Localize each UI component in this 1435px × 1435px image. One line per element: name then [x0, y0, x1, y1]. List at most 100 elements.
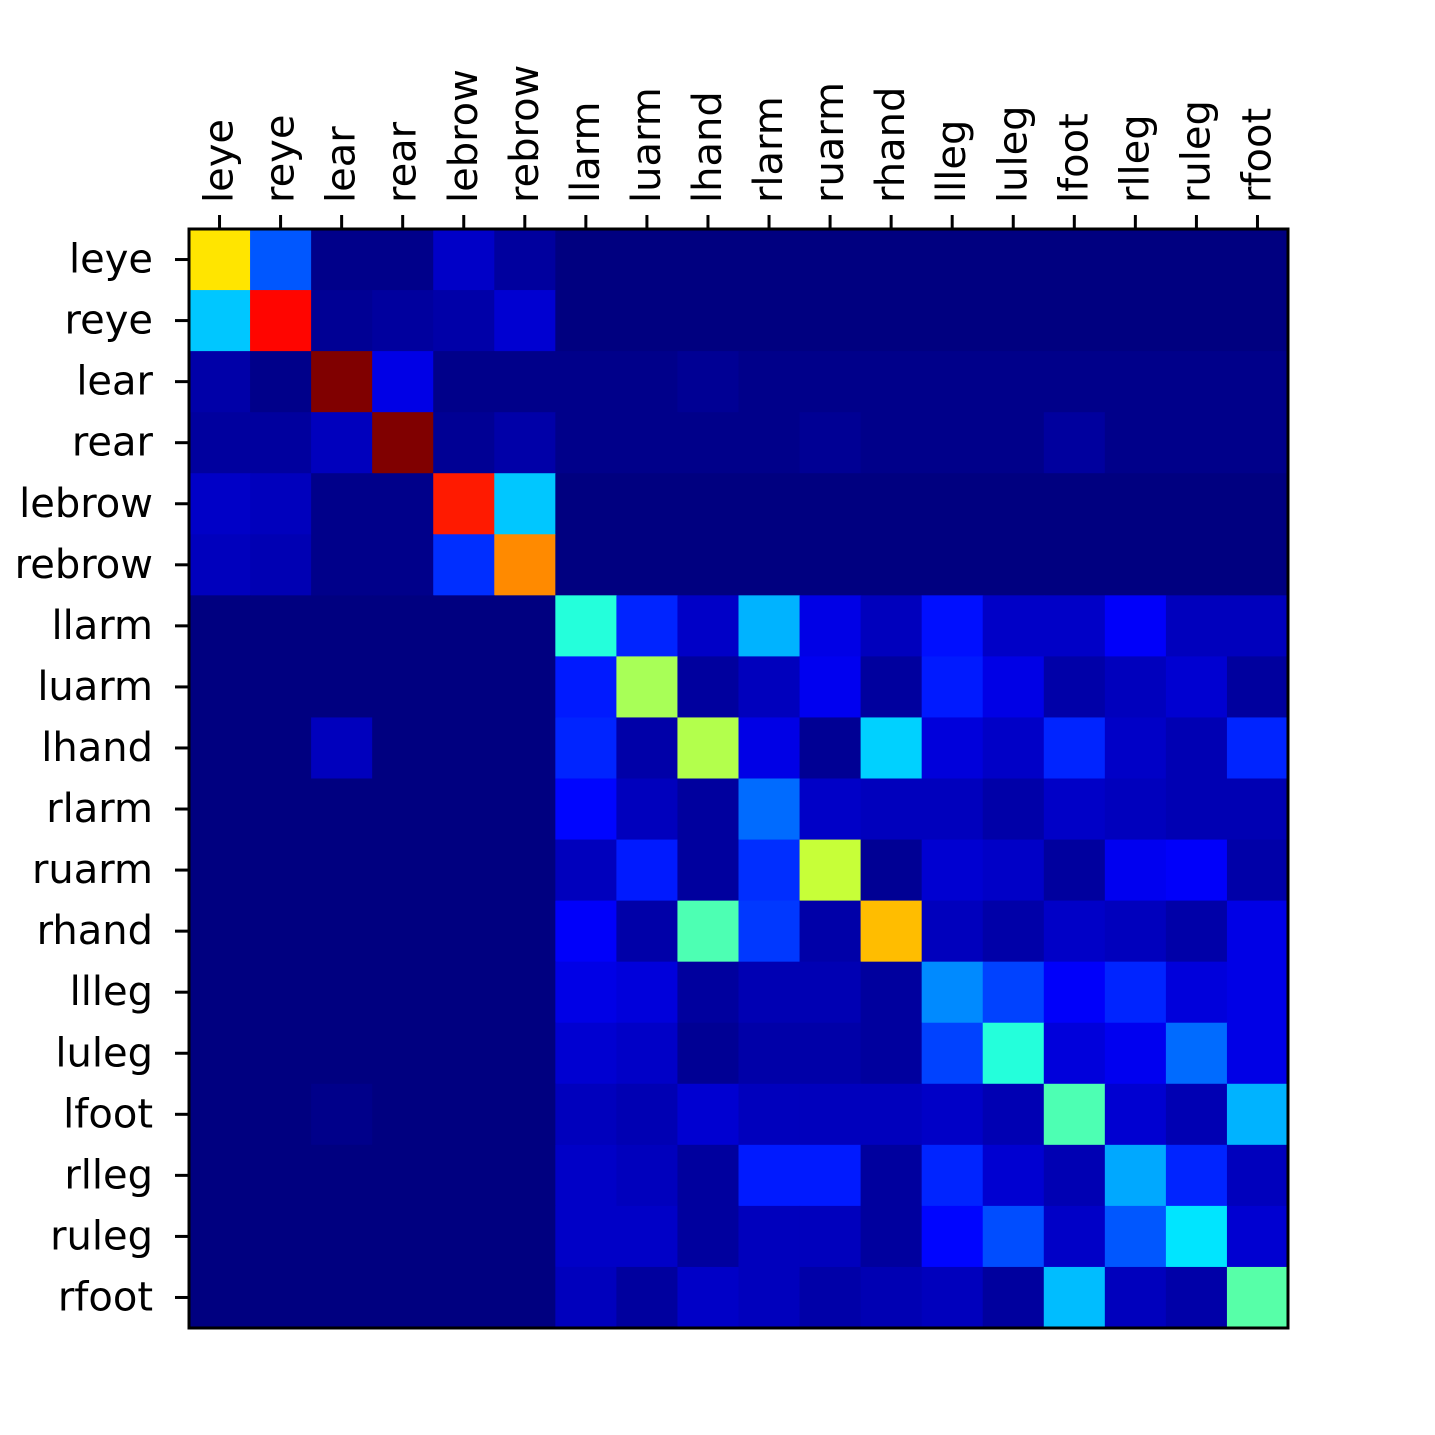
heatmap-cell	[494, 900, 556, 963]
heatmap-cell	[433, 534, 495, 596]
heatmap-cell	[1165, 351, 1228, 413]
heatmap-cell	[311, 1205, 373, 1268]
heatmap-cell	[250, 900, 312, 963]
heatmap-cell	[677, 961, 740, 1024]
heatmap-cell	[1104, 717, 1167, 780]
heatmap-cell	[1165, 717, 1228, 780]
heatmap-cell	[555, 534, 617, 596]
heatmap-cell	[1104, 1022, 1167, 1085]
heatmap-cell	[921, 961, 984, 1024]
heatmap-cell	[555, 778, 617, 841]
heatmap-cell	[860, 1144, 923, 1207]
heatmap-cell	[189, 900, 251, 963]
heatmap-cell	[1104, 1205, 1167, 1268]
heatmap-cell	[555, 961, 617, 1024]
heatmap-cell	[738, 1266, 801, 1329]
heatmap-cell	[860, 290, 923, 352]
heatmap-cell	[738, 1205, 801, 1268]
x-tick-label: ruleg	[1173, 100, 1219, 203]
x-tick-label: lebrow	[441, 69, 487, 203]
heatmap-cell	[311, 778, 373, 841]
heatmap-cell	[433, 229, 495, 291]
heatmap-cell	[616, 1144, 679, 1207]
y-tick-label: ruleg	[50, 1213, 153, 1259]
heatmap-cell	[494, 412, 556, 474]
heatmap-cell	[494, 717, 556, 780]
heatmap-cell	[921, 839, 984, 902]
heatmap-cell	[921, 473, 984, 535]
heatmap-cell	[860, 412, 923, 474]
heatmap-cell	[616, 1022, 679, 1085]
y-tick-label: llleg	[70, 969, 153, 1015]
y-tick-label: leye	[69, 237, 153, 283]
heatmap-cell	[189, 778, 251, 841]
y-tick-label: lebrow	[19, 481, 153, 527]
heatmap-cell	[1043, 778, 1106, 841]
heatmap-cell	[982, 290, 1045, 352]
heatmap-cell	[189, 1083, 251, 1146]
heatmap-cell	[1165, 961, 1228, 1024]
heatmap-cell	[433, 473, 495, 535]
heatmap-cell	[616, 961, 679, 1024]
heatmap-cell	[250, 839, 312, 902]
x-tick-label: lhand	[685, 91, 731, 203]
heatmap-cell	[1165, 290, 1228, 352]
heatmap-cell	[738, 961, 801, 1024]
heatmap-cell	[1226, 351, 1289, 413]
heatmap-cell	[494, 839, 556, 902]
heatmap-cell	[1043, 1205, 1106, 1268]
heatmap-cell	[433, 656, 495, 719]
heatmap-cell	[677, 1205, 740, 1268]
heatmap-cell	[1165, 1022, 1228, 1085]
heatmap-cell	[921, 351, 984, 413]
heatmap-cell	[372, 290, 434, 352]
heatmap-cell	[311, 351, 373, 413]
axis-ticks	[175, 215, 1259, 1299]
heatmap-cell	[1104, 1144, 1167, 1207]
heatmap-cell	[677, 473, 740, 535]
heatmap-cell	[738, 900, 801, 963]
heatmap-cell	[616, 900, 679, 963]
heatmap-cell	[494, 534, 556, 596]
heatmap-cell	[555, 595, 617, 657]
heatmap-cell	[799, 1266, 862, 1329]
heatmap-cell	[250, 1022, 312, 1085]
heatmap-cell	[372, 1144, 434, 1207]
heatmap-cell	[1226, 656, 1289, 719]
heatmap-cell	[921, 900, 984, 963]
x-tick-label: rlleg	[1112, 114, 1158, 203]
heatmap-cell	[921, 1083, 984, 1146]
heatmap-cell	[982, 1205, 1045, 1268]
heatmap-cell	[921, 656, 984, 719]
y-tick-label: rebrow	[15, 542, 153, 588]
heatmap-cell	[921, 595, 984, 657]
heatmap-cell	[738, 1022, 801, 1085]
heatmap-cell	[1104, 656, 1167, 719]
heatmap-cell	[677, 717, 740, 780]
heatmap-cell	[860, 839, 923, 902]
heatmap-cell	[1165, 839, 1228, 902]
heatmap-cell	[1165, 778, 1228, 841]
heatmap-cell	[250, 656, 312, 719]
heatmap-cell	[311, 473, 373, 535]
heatmap-cell	[1104, 595, 1167, 657]
heatmap-cell	[433, 839, 495, 902]
heatmap-cell	[738, 717, 801, 780]
heatmap-cell	[1104, 1083, 1167, 1146]
heatmap-cell	[494, 1205, 556, 1268]
heatmap-cell	[311, 961, 373, 1024]
heatmap-cell	[494, 1266, 556, 1329]
heatmap-cell	[1043, 839, 1106, 902]
heatmap-cell	[433, 412, 495, 474]
heatmap-cell	[799, 351, 862, 413]
heatmap-cell	[555, 1266, 617, 1329]
heatmap-cell	[494, 229, 556, 291]
heatmap-cell	[616, 229, 679, 291]
heatmap-cell	[372, 229, 434, 291]
heatmap-cell	[189, 290, 251, 352]
heatmap-cell	[860, 656, 923, 719]
heatmap-cell	[1165, 1144, 1228, 1207]
heatmap-cell	[555, 1083, 617, 1146]
heatmap-cell	[616, 1205, 679, 1268]
